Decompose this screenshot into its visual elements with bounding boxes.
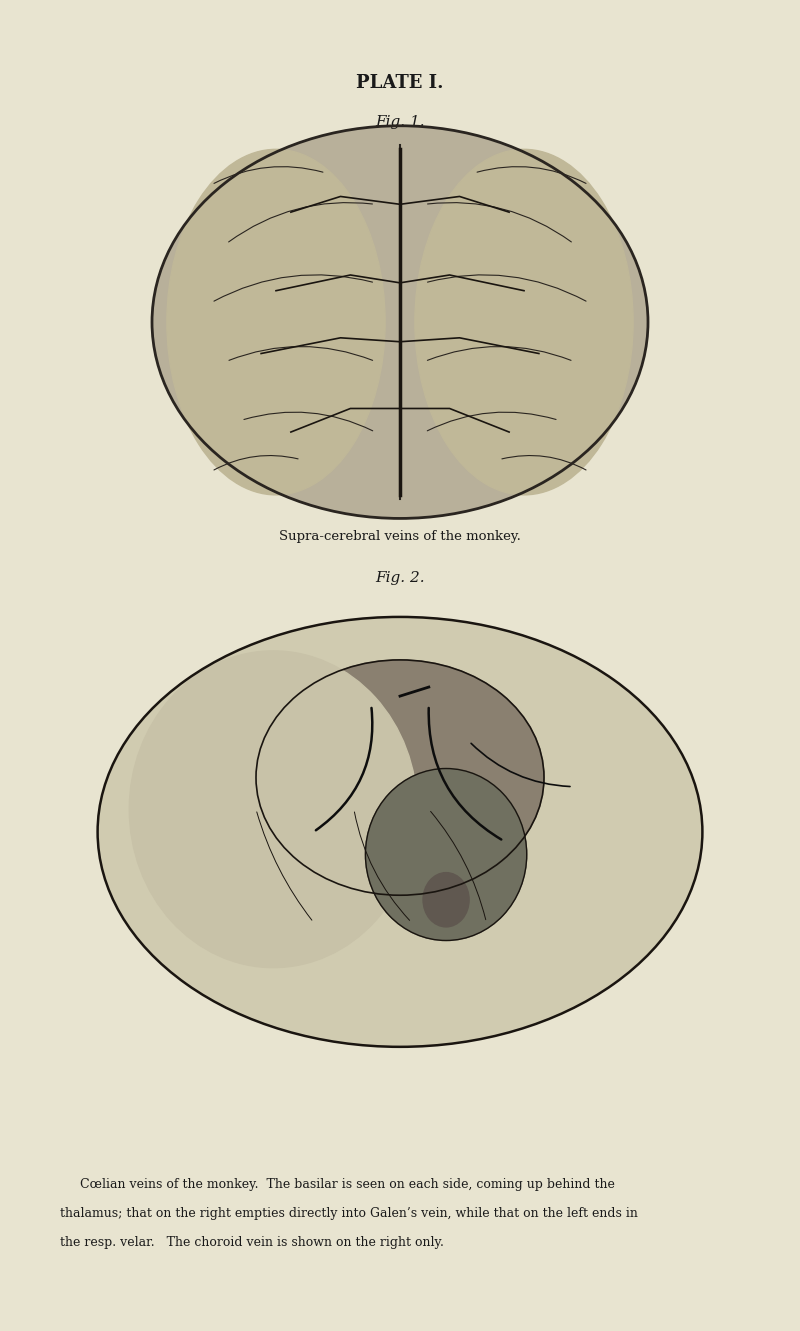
Text: Fig. 1.: Fig. 1. [375, 116, 425, 129]
Ellipse shape [152, 126, 648, 518]
Text: the resp. velar.   The choroid vein is shown on the right only.: the resp. velar. The choroid vein is sho… [60, 1236, 444, 1250]
Ellipse shape [423, 873, 469, 926]
Ellipse shape [98, 616, 702, 1046]
Text: Supra-cerebral veins of the monkey.: Supra-cerebral veins of the monkey. [279, 530, 521, 543]
Ellipse shape [256, 660, 544, 896]
Ellipse shape [130, 651, 418, 968]
Text: PLATE I.: PLATE I. [356, 73, 444, 92]
Text: Cœlian veins of the monkey.  The basilar is seen on each side, coming up behind : Cœlian veins of the monkey. The basilar … [60, 1178, 615, 1191]
Ellipse shape [415, 149, 633, 495]
Ellipse shape [167, 149, 385, 495]
Text: Fig. 2.: Fig. 2. [375, 571, 425, 584]
Text: thalamus; that on the right empties directly into Galen’s vein, while that on th: thalamus; that on the right empties dire… [60, 1207, 638, 1221]
Ellipse shape [366, 768, 526, 941]
